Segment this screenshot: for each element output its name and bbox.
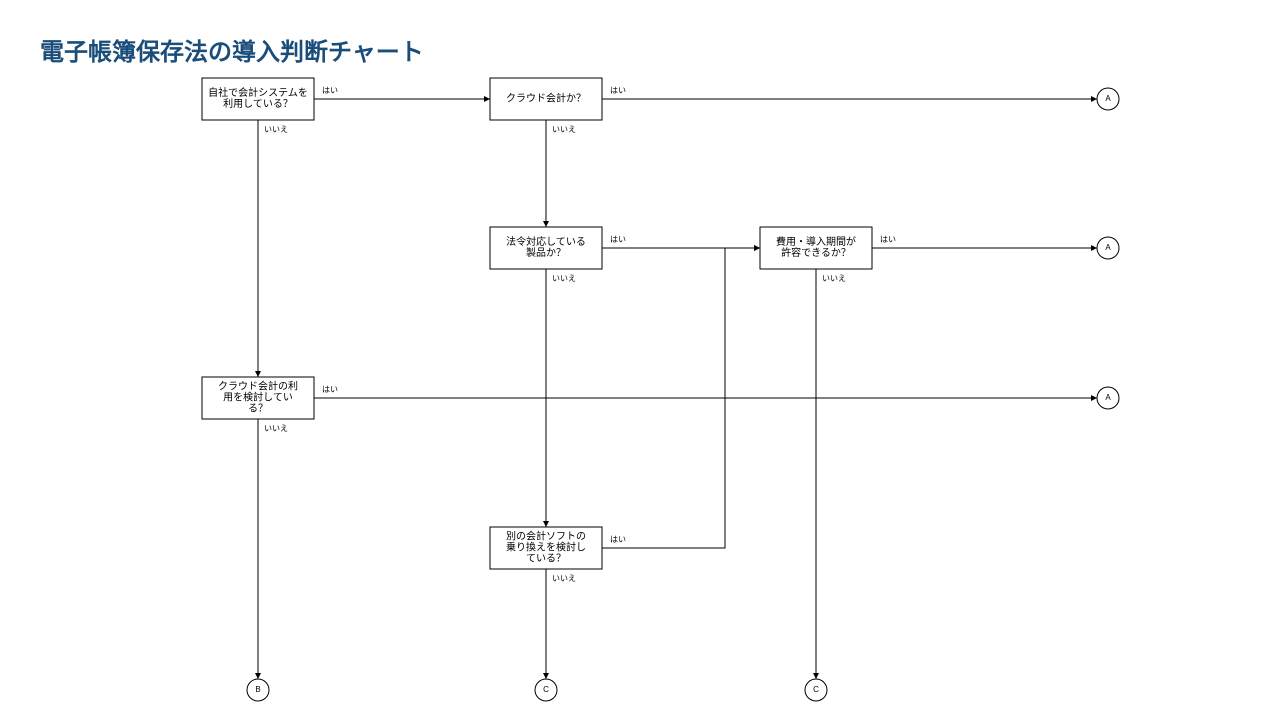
edge-label: いいえ xyxy=(264,125,288,134)
flow-node-text: 自社で会計システムを xyxy=(208,86,308,99)
edge-label: はい xyxy=(322,86,338,95)
nodes-group: 自社で会計システムを利用している？ クラウド会計か？ 法令対応している製品か？ 費用・… xyxy=(202,78,1119,701)
terminal-text: C xyxy=(543,685,549,694)
terminal-text: A xyxy=(1105,243,1111,252)
edge-label: はい xyxy=(322,385,338,394)
flow-node-text: クラウド会計か？ xyxy=(506,92,586,105)
edge-label: はい xyxy=(880,235,896,244)
flow-node-text: る？ xyxy=(248,403,268,415)
flow-node-text: 用を検討してい xyxy=(223,391,293,404)
edge-label: はい xyxy=(610,535,626,544)
flow-node-text: 法令対応している xyxy=(506,235,586,248)
terminal-text: A xyxy=(1105,393,1111,402)
flow-node-text: 乗り換えを検討し xyxy=(506,541,586,554)
terminal-text: A xyxy=(1105,94,1111,103)
edge-label: いいえ xyxy=(552,574,576,583)
edge-label: はい xyxy=(610,86,626,95)
edges-group: はいはいいいえいいえはいはいはいいいえいいえいいえいいえはい xyxy=(258,86,1097,679)
edge-label: いいえ xyxy=(822,274,846,283)
flow-node-text: クラウド会計の利 xyxy=(218,380,298,393)
flow-node-text: 製品か？ xyxy=(526,246,566,259)
edge-label: いいえ xyxy=(264,424,288,433)
flow-node-text: 別の会計ソフトの xyxy=(506,530,586,543)
terminal-text: C xyxy=(813,685,819,694)
flow-node-text: 利用している？ xyxy=(223,98,293,110)
edge-label: いいえ xyxy=(552,274,576,283)
flow-node-text: ている？ xyxy=(526,553,566,565)
edge-label: はい xyxy=(610,235,626,244)
flowchart-canvas: はいはいいいえいいえはいはいはいいいえいいえいいえいいえはい 自社で会計システム… xyxy=(0,0,1280,720)
flow-node-text: 許容できるか？ xyxy=(781,246,851,259)
flow-node-text: 費用・導入期間が xyxy=(776,235,856,248)
terminal-text: B xyxy=(255,685,260,694)
edge-label: いいえ xyxy=(552,125,576,134)
